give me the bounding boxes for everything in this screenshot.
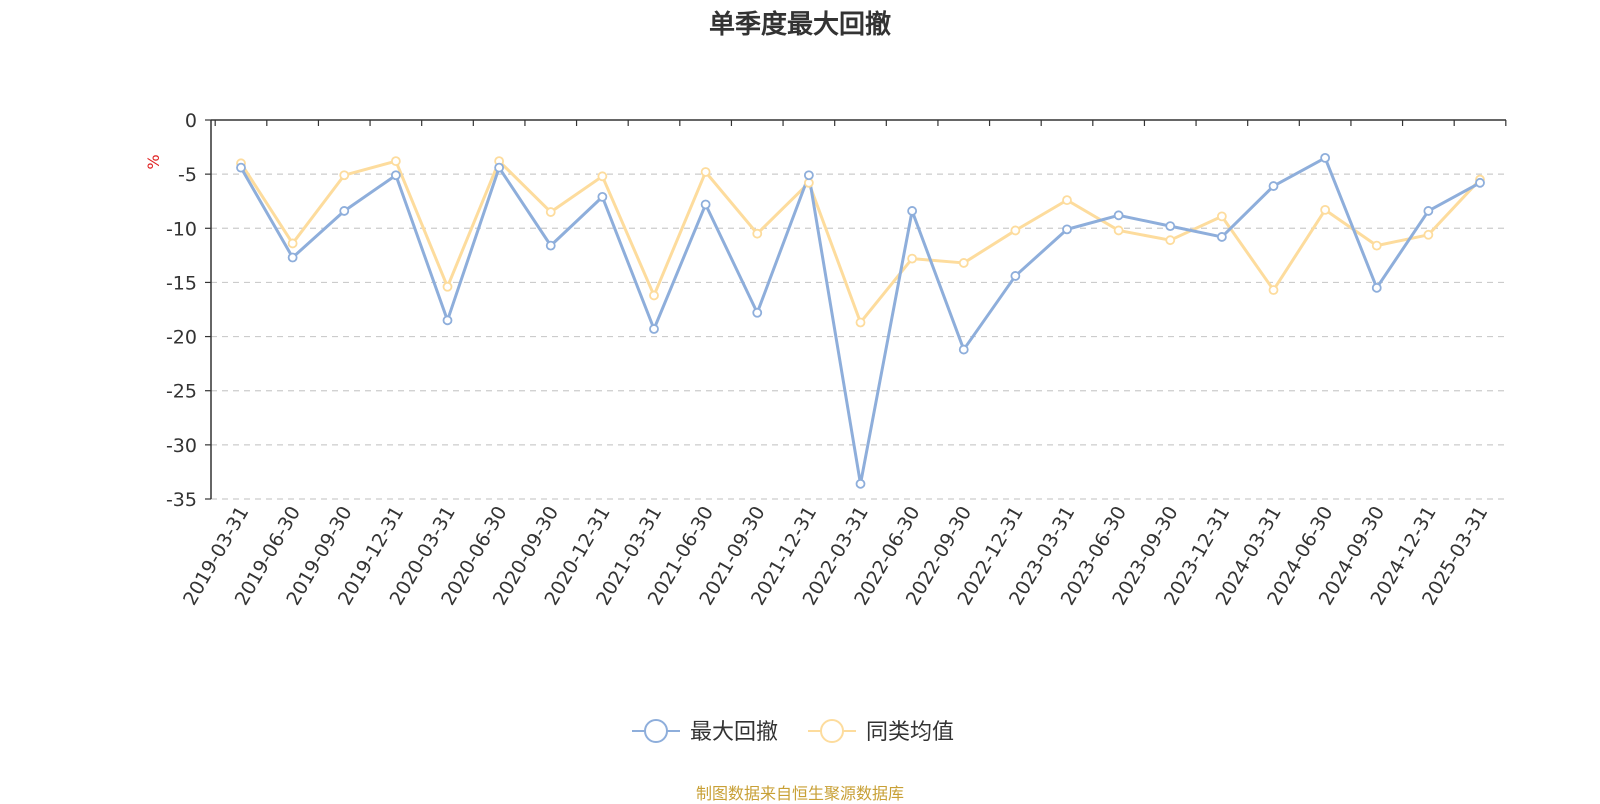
y-tick-label: -30	[166, 435, 197, 457]
data-point	[1475, 177, 1485, 188]
data-point	[339, 170, 350, 181]
data-point	[958, 344, 969, 355]
data-point	[855, 317, 866, 328]
data-point	[700, 167, 711, 177]
data-point	[1371, 282, 1382, 293]
source-note: 制图数据来自恒生聚源数据库	[695, 784, 904, 803]
chart-title: 单季度最大回撤	[708, 10, 891, 40]
data-point	[1010, 271, 1021, 281]
data-point	[236, 162, 246, 173]
data-point	[1113, 225, 1124, 236]
data-point	[855, 478, 866, 489]
data-point	[1165, 221, 1176, 232]
data-point	[700, 199, 711, 210]
y-tick-label: -35	[166, 489, 197, 511]
data-point	[1010, 225, 1021, 236]
legend-swatch-marker	[644, 719, 668, 743]
y-tick-label: -15	[166, 272, 197, 294]
data-point	[1268, 285, 1279, 295]
data-point	[649, 290, 659, 301]
data-point	[1062, 224, 1072, 235]
data-point	[1216, 232, 1227, 242]
data-point	[287, 252, 298, 263]
data-point	[649, 324, 659, 334]
data-point	[1320, 204, 1331, 215]
data-point	[339, 206, 350, 216]
data-point	[1165, 235, 1176, 246]
data-point	[597, 171, 608, 182]
data-point	[1371, 240, 1382, 251]
data-point	[1423, 206, 1434, 216]
data-point	[907, 253, 918, 264]
data-point	[597, 191, 608, 202]
data-point	[494, 162, 505, 173]
data-point	[1423, 229, 1434, 240]
data-point	[1062, 195, 1072, 206]
y-tick-label: -5	[178, 164, 197, 186]
data-point	[442, 281, 453, 292]
data-point	[545, 207, 556, 217]
y-tick-label: -10	[166, 218, 197, 240]
series-line-1	[239, 159, 1482, 324]
data-point	[752, 228, 763, 239]
data-point	[1268, 181, 1279, 191]
y-axis-unit-label: %	[144, 154, 163, 169]
y-tick-label: -20	[166, 327, 197, 349]
legend-swatch-marker	[820, 719, 844, 743]
data-point	[287, 238, 298, 249]
legend-label: 最大回撤	[690, 720, 778, 745]
data-point	[390, 170, 401, 181]
data-point	[545, 240, 556, 251]
y-tick-label: -25	[166, 381, 197, 403]
data-point	[1216, 211, 1227, 222]
data-point	[803, 170, 814, 181]
legend-label: 同类均值	[866, 720, 954, 745]
data-point	[907, 206, 918, 216]
y-tick-label: 0	[185, 110, 197, 132]
data-point	[1320, 152, 1331, 163]
data-point	[752, 307, 763, 318]
data-point	[390, 156, 401, 167]
data-point	[1113, 210, 1124, 221]
data-point	[442, 315, 453, 326]
data-point	[958, 258, 969, 268]
